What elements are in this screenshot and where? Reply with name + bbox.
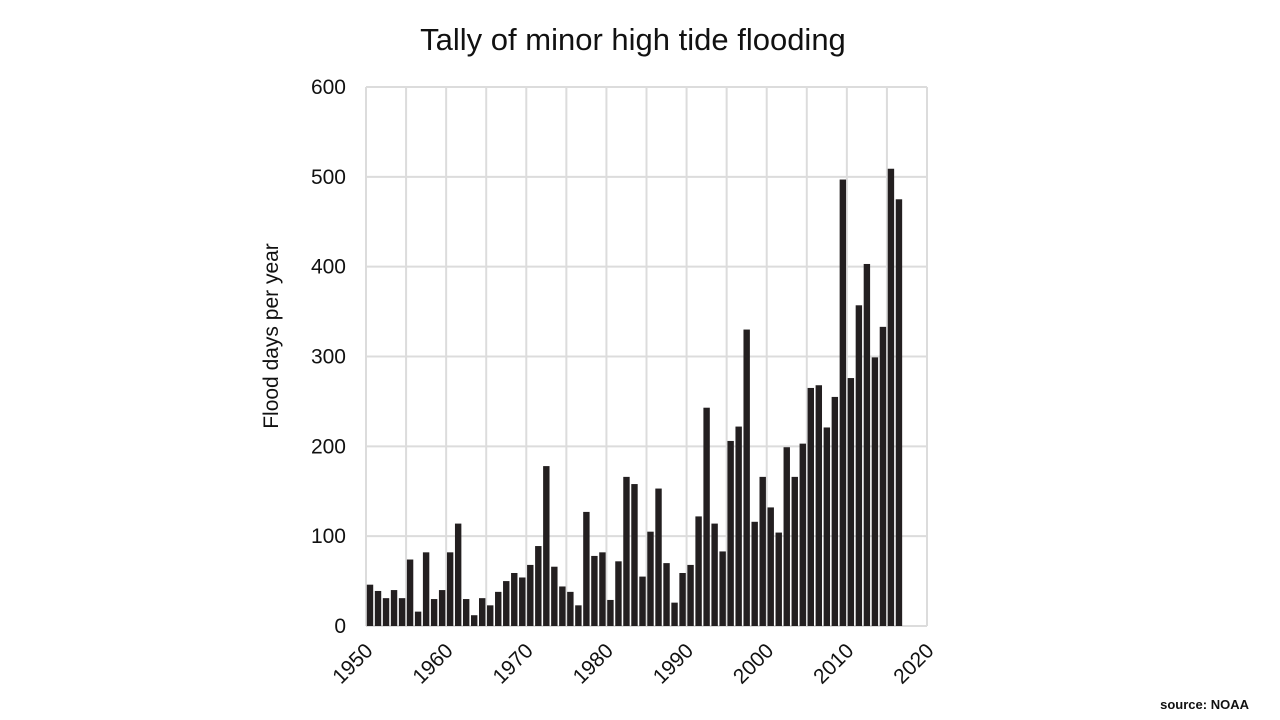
bar <box>615 561 622 626</box>
bar <box>759 476 766 626</box>
x-tick-label: 2020 <box>889 639 938 688</box>
bar <box>479 598 486 626</box>
bar <box>639 576 646 626</box>
y-axis-label: Flood days per year <box>260 243 283 429</box>
bar <box>422 552 430 626</box>
bar <box>623 476 630 626</box>
bar <box>543 466 550 626</box>
bar <box>807 387 814 626</box>
bar <box>655 488 662 626</box>
bar <box>503 581 510 626</box>
bar <box>575 605 582 626</box>
bar-series <box>366 168 903 627</box>
bar <box>607 599 614 626</box>
x-tick-label: 1990 <box>649 639 698 688</box>
bar <box>631 484 638 626</box>
bar <box>695 516 702 626</box>
bar <box>462 599 470 626</box>
bar <box>366 584 374 626</box>
x-axis-ticks: 1950 1960 1970 1980 1990 2000 2010 2020 <box>328 639 938 688</box>
bar <box>791 476 798 626</box>
bar <box>855 305 863 626</box>
bar <box>374 590 382 626</box>
bar <box>871 357 879 626</box>
source-note: source: NOAA <box>1160 697 1249 712</box>
bar <box>783 447 790 626</box>
bar <box>406 559 414 626</box>
bar <box>470 615 478 626</box>
bar <box>767 507 774 626</box>
bar <box>839 179 847 627</box>
bar <box>887 168 895 626</box>
y-tick-label: 0 <box>334 615 346 638</box>
bar <box>879 326 887 626</box>
bar <box>382 598 390 626</box>
bar <box>591 555 598 626</box>
bar <box>799 443 806 626</box>
bar <box>711 523 718 626</box>
bar <box>735 426 742 626</box>
x-tick-label: 1980 <box>569 639 618 688</box>
bar <box>719 551 726 626</box>
bar <box>535 546 542 626</box>
y-tick-label: 200 <box>311 435 346 458</box>
bar <box>671 602 678 626</box>
x-tick-label: 1960 <box>408 639 457 688</box>
bar <box>895 199 903 626</box>
bar <box>559 586 566 626</box>
bar <box>527 564 534 626</box>
bar <box>727 440 734 626</box>
bar <box>775 532 782 626</box>
bar <box>599 552 606 626</box>
y-tick-label: 100 <box>311 525 346 548</box>
bar <box>647 531 654 626</box>
bar <box>831 396 839 626</box>
y-axis-ticks: 0 100 200 300 400 500 600 <box>311 76 346 638</box>
bar <box>446 552 454 626</box>
bar <box>703 407 710 626</box>
bar <box>663 563 670 626</box>
bar <box>551 566 558 626</box>
bar <box>414 611 422 626</box>
bar <box>815 385 823 626</box>
bar <box>390 590 398 626</box>
bar <box>511 572 518 626</box>
y-tick-label: 600 <box>311 76 346 99</box>
bar <box>751 521 758 626</box>
bar <box>430 599 438 626</box>
y-tick-label: 300 <box>311 346 346 369</box>
bar <box>519 577 526 626</box>
x-tick-label: 2000 <box>729 639 778 688</box>
bar <box>398 598 406 626</box>
chart-title: Tally of minor high tide flooding <box>420 22 846 57</box>
bar <box>438 590 446 626</box>
bar <box>687 564 694 626</box>
bar <box>823 427 831 626</box>
gridlines <box>365 86 928 627</box>
bar <box>743 329 750 626</box>
bar <box>863 263 871 626</box>
x-tick-label: 2010 <box>809 639 858 688</box>
bar <box>487 605 494 626</box>
bar <box>567 591 574 626</box>
x-tick-label: 1970 <box>489 639 538 688</box>
bar <box>495 591 502 626</box>
bar <box>583 511 590 626</box>
bar <box>847 378 855 626</box>
x-tick-label: 1950 <box>328 639 377 688</box>
y-tick-label: 400 <box>311 256 346 279</box>
bar <box>679 572 686 626</box>
y-tick-label: 500 <box>311 166 346 189</box>
bar <box>454 523 462 626</box>
